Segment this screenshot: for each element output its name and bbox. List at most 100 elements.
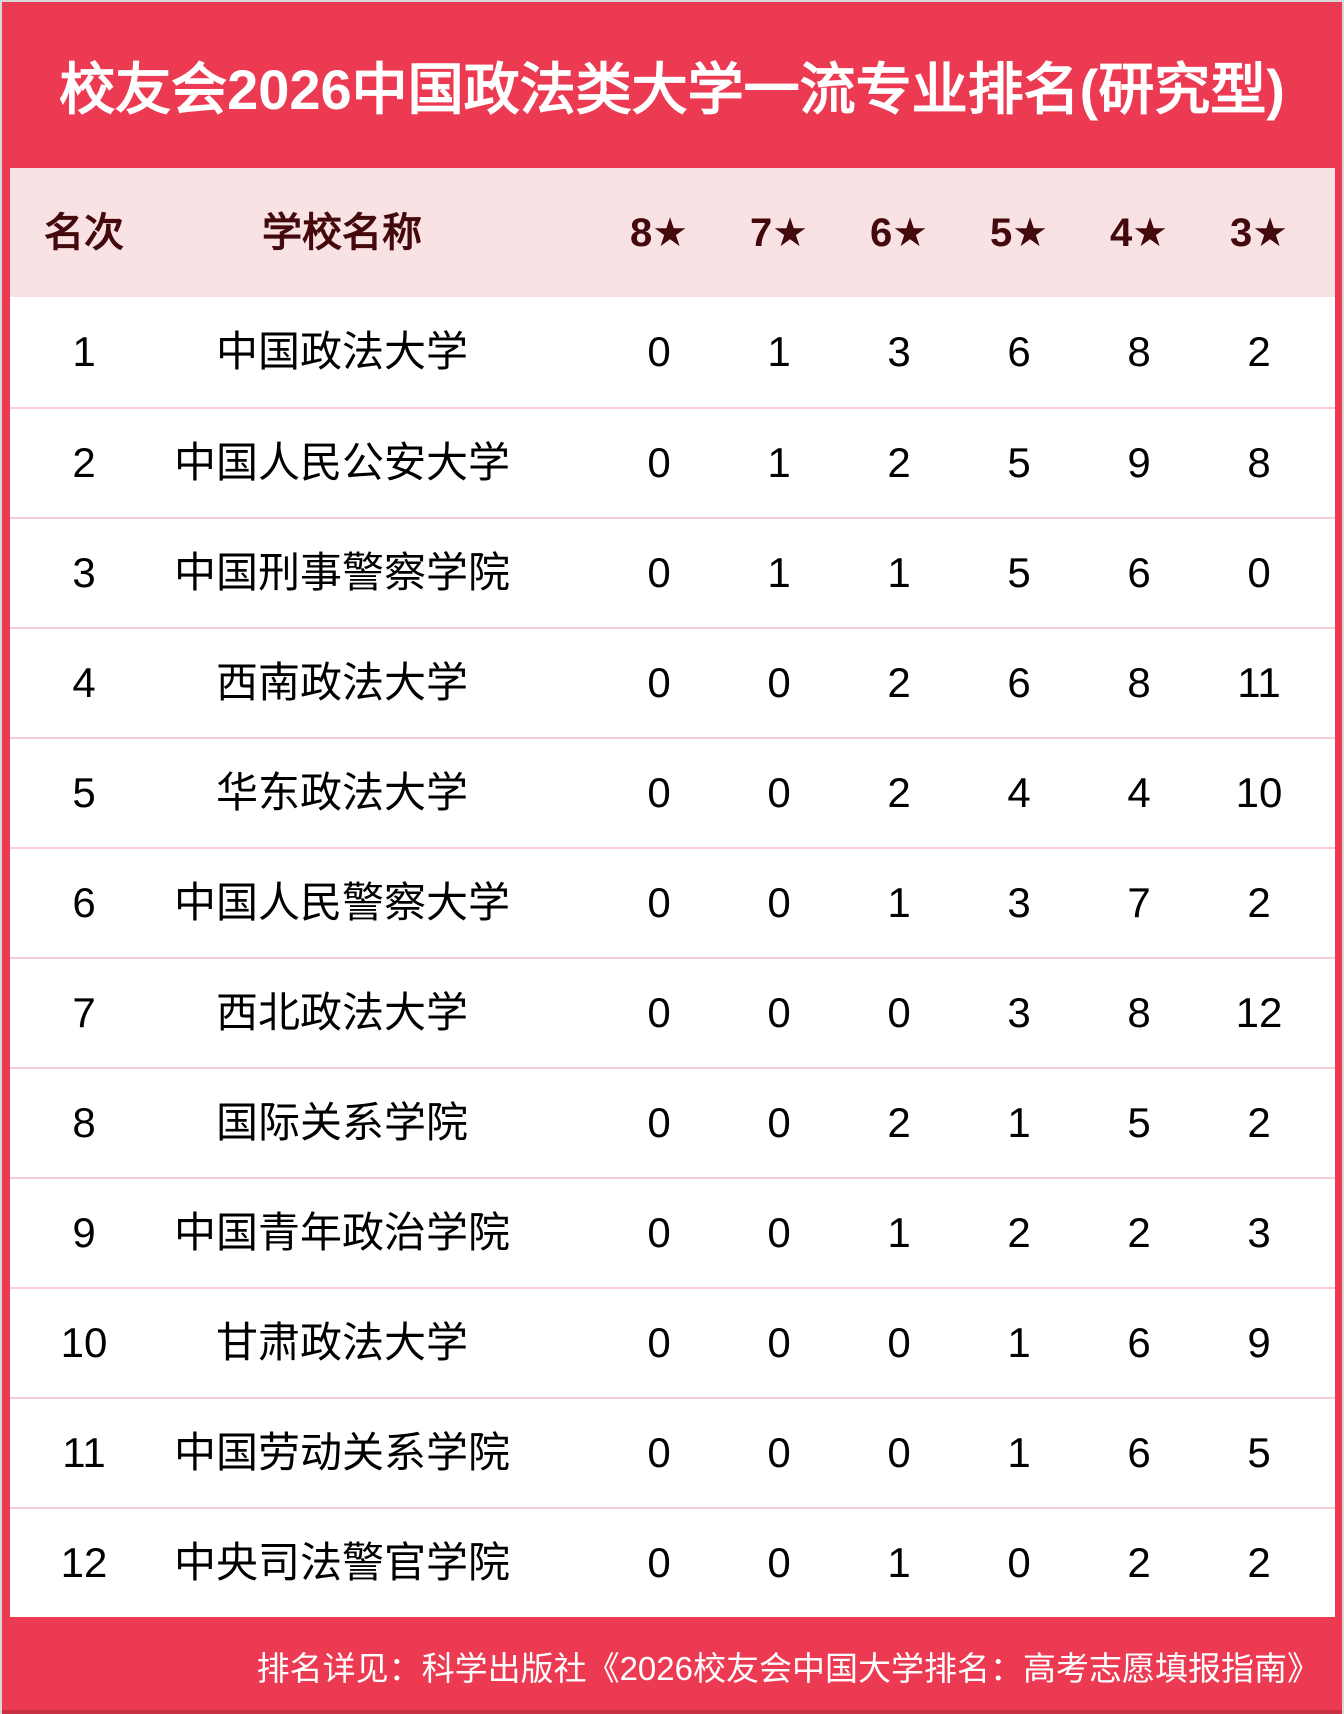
value-cell: 0: [767, 1428, 791, 1476]
value-cell: 8: [1127, 988, 1151, 1036]
value-cell: 4: [1007, 768, 1031, 816]
star-header-cell-4: 4★: [1109, 210, 1169, 255]
value-cell: 3: [1247, 1208, 1271, 1256]
value-cell: 5: [1007, 548, 1031, 596]
value-cell: 0: [647, 768, 671, 816]
column-spacer: [526, 297, 599, 407]
column-spacer: [526, 1289, 599, 1397]
table-header-row: 名次 学校名称 8★ 7★ 6★ 5★ 4★ 3★: [10, 168, 1335, 297]
rank-cell: 8: [72, 1098, 96, 1146]
star-header-cell-8: 8★: [629, 210, 689, 255]
value-cell: 1: [887, 1208, 911, 1256]
column-spacer: [526, 739, 599, 847]
school-name-cell: 西北政法大学: [215, 988, 468, 1036]
school-name-cell: 国际关系学院: [215, 1098, 468, 1146]
value-cell: 6: [1007, 327, 1031, 375]
school-name-cell: 西南政法大学: [215, 658, 468, 706]
value-cell: 6: [1127, 1318, 1151, 1366]
column-spacer: [526, 1069, 599, 1177]
value-cell: 0: [767, 1538, 791, 1586]
value-cell: 2: [1247, 1098, 1271, 1146]
column-spacer: [526, 629, 599, 737]
rank-cell: 4: [72, 658, 96, 706]
column-spacer: [526, 519, 599, 627]
value-cell: 0: [647, 1318, 671, 1366]
value-cell: 1: [887, 548, 911, 596]
rank-cell: 9: [72, 1208, 96, 1256]
value-cell: 0: [767, 1208, 791, 1256]
value-cell: 2: [1127, 1208, 1151, 1256]
table-row: 10 甘肃政法大学 0 0 0 1 6 9: [10, 1287, 1335, 1397]
value-cell: 3: [1007, 878, 1031, 926]
table-row: 11 中国劳动关系学院 0 0 0 1 6 5: [10, 1397, 1335, 1507]
value-cell: 0: [647, 988, 671, 1036]
value-cell: 5: [1127, 1098, 1151, 1146]
star-header-cell-5: 5★: [989, 210, 1049, 255]
value-cell: 1: [887, 878, 911, 926]
star-header-cell-6: 6★: [869, 210, 929, 255]
value-cell: 8: [1127, 327, 1151, 375]
value-cell: 0: [647, 1098, 671, 1146]
school-name-cell: 中国人民公安大学: [173, 438, 510, 486]
table-row: 1 中国政法大学 0 1 3 6 8 2: [10, 297, 1335, 407]
table-row: 6 中国人民警察大学 0 0 1 3 7 2: [10, 847, 1335, 957]
school-name-cell: 中国人民警察大学: [173, 878, 510, 926]
rank-cell: 7: [72, 988, 96, 1036]
rank-cell: 1: [72, 327, 96, 375]
rank-cell: 11: [62, 1428, 106, 1476]
star-header-cell-3: 3★: [1229, 210, 1289, 255]
column-spacer: [526, 1179, 599, 1287]
value-cell: 0: [767, 878, 791, 926]
value-cell: 1: [1007, 1318, 1031, 1366]
value-cell: 6: [1127, 1428, 1151, 1476]
value-cell: 2: [1007, 1208, 1031, 1256]
value-cell: 6: [1127, 548, 1151, 596]
school-name-cell: 华东政法大学: [215, 768, 468, 816]
page-title: 校友会2026中国政法类大学一流专业排名(研究型): [59, 57, 1285, 121]
value-cell: 7: [1127, 878, 1151, 926]
column-spacer: [526, 849, 599, 957]
value-cell: 2: [1247, 878, 1271, 926]
value-cell: 0: [887, 1318, 911, 1366]
value-cell: 0: [1247, 548, 1271, 596]
school-name-cell: 中国刑事警察学院: [173, 548, 510, 596]
table-row: 5 华东政法大学 0 0 2 4 4 10: [10, 737, 1335, 847]
value-cell: 3: [1007, 988, 1031, 1036]
column-spacer: [526, 409, 599, 517]
footer-note: 排名详见：科学出版社《2026校友会中国大学排名：高考志愿填报指南》: [256, 1649, 1320, 1687]
column-spacer: [526, 168, 599, 297]
value-cell: 0: [767, 988, 791, 1036]
value-cell: 2: [887, 658, 911, 706]
column-spacer: [526, 1399, 599, 1507]
footer-bar: 排名详见：科学出版社《2026校友会中国大学排名：高考志愿填报指南》: [2, 1617, 1342, 1714]
value-cell: 1: [887, 1538, 911, 1586]
value-cell: 0: [767, 1098, 791, 1146]
column-spacer: [526, 959, 599, 1067]
table-row: 9 中国青年政治学院 0 0 1 2 2 3: [10, 1177, 1335, 1287]
value-cell: 9: [1247, 1318, 1271, 1366]
value-cell: 2: [1247, 327, 1271, 375]
value-cell: 2: [1247, 1538, 1271, 1586]
school-header-cell: 学校名称: [262, 210, 422, 255]
rank-cell: 3: [72, 548, 96, 596]
value-cell: 1: [767, 327, 791, 375]
star-header-cell-7: 7★: [749, 210, 809, 255]
value-cell: 2: [887, 438, 911, 486]
school-name-cell: 中国劳动关系学院: [173, 1428, 510, 1476]
value-cell: 5: [1247, 1428, 1271, 1476]
value-cell: 5: [1007, 438, 1031, 486]
value-cell: 0: [647, 327, 671, 375]
value-cell: 1: [767, 438, 791, 486]
value-cell: 3: [887, 327, 911, 375]
school-name-cell: 中国青年政治学院: [173, 1208, 510, 1256]
rank-cell: 5: [72, 768, 96, 816]
rank-cell: 2: [72, 438, 96, 486]
value-cell: 1: [1007, 1428, 1031, 1476]
table-row: 7 西北政法大学 0 0 0 3 8 12: [10, 957, 1335, 1067]
rank-cell: 12: [60, 1538, 108, 1586]
value-cell: 6: [1007, 658, 1031, 706]
title-bar: 校友会2026中国政法类大学一流专业排名(研究型): [2, 2, 1342, 168]
school-name-cell: 甘肃政法大学: [215, 1318, 468, 1366]
rank-header-cell: 名次: [44, 210, 124, 255]
value-cell: 11: [1237, 658, 1281, 706]
